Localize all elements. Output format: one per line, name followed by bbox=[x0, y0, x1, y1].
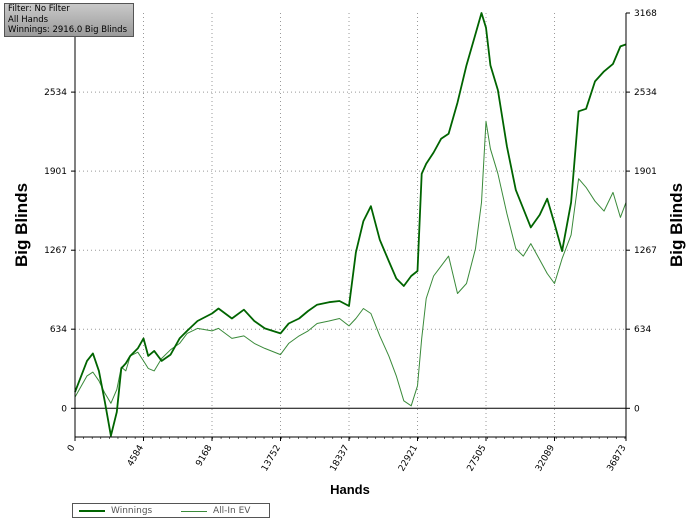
x-tick-label: 32089 bbox=[534, 443, 557, 473]
y-tick-label-left: 0 bbox=[61, 404, 67, 414]
x-tick-label: 13752 bbox=[260, 444, 283, 474]
tick-layer: 0 4584 9168 13752 18337 22921 27505 32089 36873 0… bbox=[44, 9, 657, 473]
y-tick-label-right: 1901 bbox=[634, 167, 657, 177]
legend-swatch-allin-ev bbox=[181, 510, 207, 512]
y-axis-label-right: Big Blinds bbox=[667, 182, 686, 268]
grid-layer bbox=[75, 13, 626, 437]
series-line-allin-ev bbox=[74, 120, 627, 407]
legend-label-allin-ev: All-In EV bbox=[213, 506, 251, 516]
y-tick-label-left: 634 bbox=[50, 325, 67, 335]
axis-layer bbox=[74, 13, 627, 438]
chart-legend: Winnings All-In EV bbox=[72, 503, 270, 518]
y-tick-label-right: 3168 bbox=[634, 9, 657, 19]
y-tick-label-right: 1267 bbox=[634, 246, 657, 256]
legend-label-winnings: Winnings bbox=[111, 506, 153, 516]
winnings-line: Winnings: 2916.0 Big Blinds bbox=[8, 25, 127, 35]
legend-swatch-winnings bbox=[79, 510, 105, 512]
x-tick-label: 18337 bbox=[329, 444, 352, 474]
y-tick-label-left: 2534 bbox=[44, 88, 67, 98]
y-tick-label-right: 0 bbox=[634, 404, 640, 414]
x-tick-label: 22921 bbox=[397, 444, 420, 474]
y-tick-label-left: 1901 bbox=[44, 167, 67, 177]
x-tick-label: 4584 bbox=[126, 443, 146, 468]
x-tick-label: 36873 bbox=[606, 444, 629, 474]
legend-item-allin-ev: All-In EV bbox=[181, 506, 250, 516]
y-tick-label-right: 2534 bbox=[634, 88, 657, 98]
y-axis-label-left: Big Blinds bbox=[12, 182, 31, 268]
x-tick-label: 9168 bbox=[194, 443, 214, 468]
hands-line: All Hands bbox=[8, 14, 49, 25]
series-layer bbox=[74, 12, 627, 437]
series-line-winnings bbox=[74, 12, 627, 437]
legend-item-winnings: Winnings bbox=[79, 506, 152, 516]
x-axis-label: Hands bbox=[330, 482, 370, 497]
filter-line: Filter: No Filter bbox=[8, 4, 70, 14]
x-tick-label: 0 bbox=[66, 443, 78, 453]
y-tick-label-left: 1267 bbox=[44, 246, 67, 256]
y-tick-label-right: 634 bbox=[634, 325, 651, 335]
filter-info-box: Filter: No Filter All Hands Winnings: 29… bbox=[4, 3, 134, 37]
x-tick-label: 27505 bbox=[466, 444, 489, 474]
